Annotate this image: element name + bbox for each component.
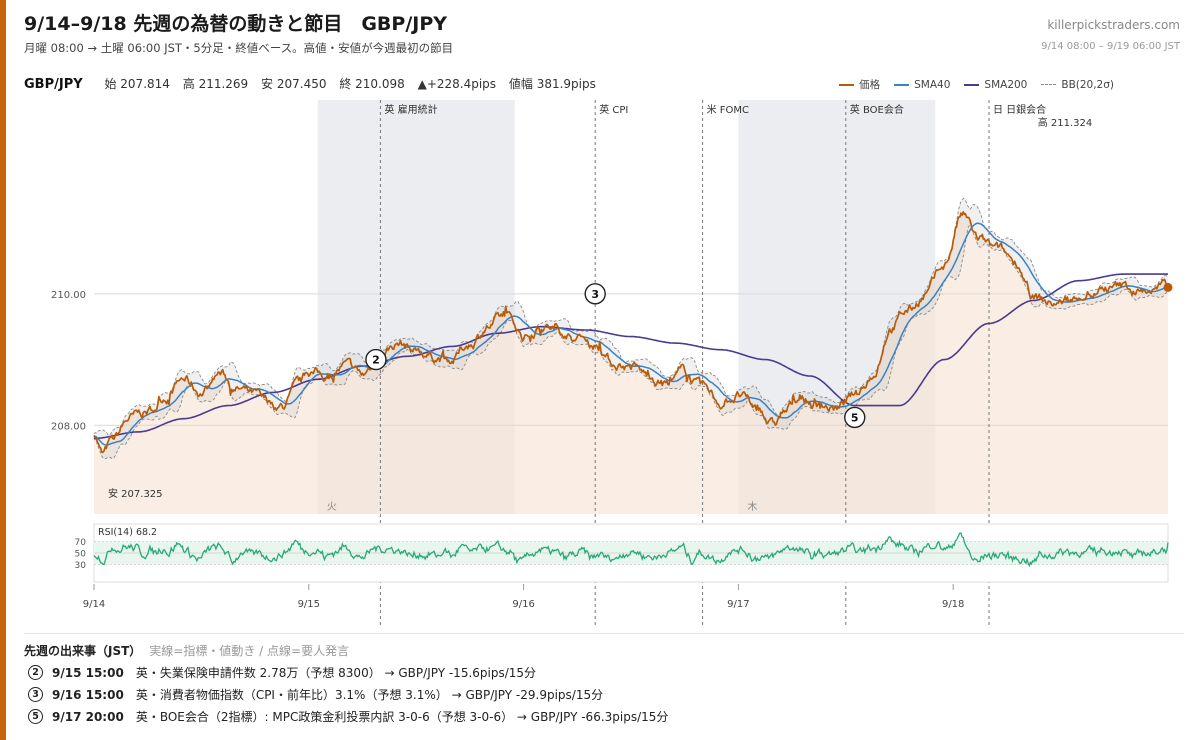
x-tick-label: 9/18: [942, 599, 964, 610]
price-chart: 208.00 210.00 英 雇用統計 英 CPI 米 FOMC 英 BOE会合 日 日銀…: [51, 100, 1173, 625]
event-marker-3: 3: [584, 283, 606, 305]
date-range: 9/14 08:00 – 9/19 06:00 JST: [1041, 41, 1180, 52]
marker-circle: [844, 406, 866, 429]
legend-swatch-price: [839, 83, 855, 86]
x-tick-label: 9/14: [83, 599, 105, 610]
symbol-label: GBP/JPY: [24, 77, 83, 92]
event-time: 9/16 15:00: [52, 687, 124, 702]
day-label: 木: [747, 501, 757, 513]
legend-swatch-sma200: [964, 83, 980, 86]
low-annotation: 安 207.325: [108, 487, 163, 500]
sma40-line: [93, 222, 1169, 446]
marker-label: 3: [591, 288, 599, 301]
page-subtitle: 月曜 08:00 → 土曜 06:00 JST・5分足・終値ベース。高値・安値が…: [24, 41, 454, 55]
page-title: 9/14–9/18 先週の為替の動きと節目 GBP/JPY: [24, 13, 448, 35]
chart-legend: 価格 SMA40 SMA200 BB(20,2σ): [839, 77, 1114, 92]
rsi-line: [93, 532, 1169, 568]
rsi-tick-label: 70: [75, 538, 87, 548]
legend-item-sma200[interactable]: SMA200: [964, 79, 1027, 91]
event-text: 英・消費者物価指数（CPI・前年比）3.1%（予想 3.1%） → GBP/JP…: [135, 688, 604, 702]
legend-item-bb[interactable]: BB(20,2σ): [1041, 79, 1114, 91]
event-label: 英 雇用統計: [384, 103, 437, 116]
x-tick-label: 9/17: [727, 599, 749, 610]
bb-upper-line: [93, 197, 1169, 436]
event-number-badge: 2: [28, 665, 43, 680]
legend-swatch-sma40: [894, 83, 910, 86]
legend-label-sma40: SMA40: [914, 78, 951, 91]
rsi-tick-label: 50: [75, 550, 87, 560]
price-stats: GBP/JPY 始 207.814 高 211.269 安 207.450 終 …: [24, 75, 605, 92]
event-item: 2 9/15 15:00 英・失業保険申請件数 2.78万（予想 8300） →…: [28, 664, 536, 681]
events-note: 実線=指標・値動き / 点線=要人発言: [149, 644, 350, 658]
event-marker-5: 5: [844, 406, 866, 429]
event-item: 5 9/17 20:00 英・BOE会合（2指標）: MPC政策金利投票内訳 3…: [28, 708, 668, 725]
rsi-label: RSI(14) 68.2: [98, 527, 157, 538]
y-tick-label: 210.00: [51, 290, 86, 301]
accent-bar: [0, 0, 6, 740]
legend-label-bb: BB(20,2σ): [1061, 78, 1114, 91]
event-label: 英 CPI: [599, 103, 628, 116]
y-tick-label: 208.00: [51, 421, 86, 432]
stat-span: 値幅 381.9pips: [508, 77, 596, 91]
stat-high: 高 211.269: [182, 77, 249, 91]
x-tick-label: 9/15: [298, 599, 320, 610]
events-title: 先週の出来事（JST）: [24, 644, 142, 658]
event-text: 英・BOE会合（2指標）: MPC政策金利投票内訳 3-0-6（予想 3-0-6…: [135, 710, 669, 724]
site-link[interactable]: killerpickstraders.com: [1047, 18, 1180, 32]
stat-low: 安 207.450: [261, 77, 327, 91]
event-label: 英 BOE会合: [850, 103, 904, 116]
high-annotation: 高 211.324: [1038, 116, 1093, 129]
section-divider: [24, 633, 1184, 634]
sma200-line: [94, 273, 1168, 440]
legend-item-price[interactable]: 価格: [839, 77, 880, 92]
marker-label: 2: [372, 354, 380, 367]
event-time: 9/15 15:00: [52, 665, 124, 680]
rsi-tick-label: 30: [75, 561, 87, 571]
event-label: 日 日銀会合: [993, 103, 1046, 116]
x-tick-label: 9/16: [512, 599, 534, 610]
marker-circle: [365, 348, 387, 371]
stat-close: 終 210.098: [339, 77, 405, 91]
stat-open: 始 207.814: [104, 77, 170, 91]
marker-circle: [584, 283, 606, 305]
event-text: 英・失業保険申請件数 2.78万（予想 8300） → GBP/JPY -15.…: [135, 666, 537, 680]
event-label: 米 FOMC: [707, 103, 749, 116]
price-line: [93, 211, 1169, 454]
legend-label-price: 価格: [859, 79, 881, 91]
marker-label: 5: [851, 411, 859, 424]
last-price-dot: [1163, 282, 1173, 292]
legend-label-sma200: SMA200: [984, 78, 1028, 91]
event-item: 3 9/16 15:00 英・消費者物価指数（CPI・前年比）3.1%（予想 3…: [28, 686, 603, 703]
day-label: 火: [327, 501, 337, 513]
price-area: [94, 211, 1168, 514]
legend-swatch-bb: [1041, 84, 1057, 85]
events-heading: 先週の出来事（JST） 実線=指標・値動き / 点線=要人発言: [24, 642, 349, 659]
event-number-badge: 3: [28, 687, 43, 702]
legend-item-sma40[interactable]: SMA40: [894, 79, 950, 91]
stat-change: ▲+228.4pips: [417, 77, 497, 91]
event-time: 9/17 20:00: [52, 709, 124, 724]
event-number-badge: 5: [28, 709, 43, 724]
event-marker-2: 2: [365, 348, 387, 371]
